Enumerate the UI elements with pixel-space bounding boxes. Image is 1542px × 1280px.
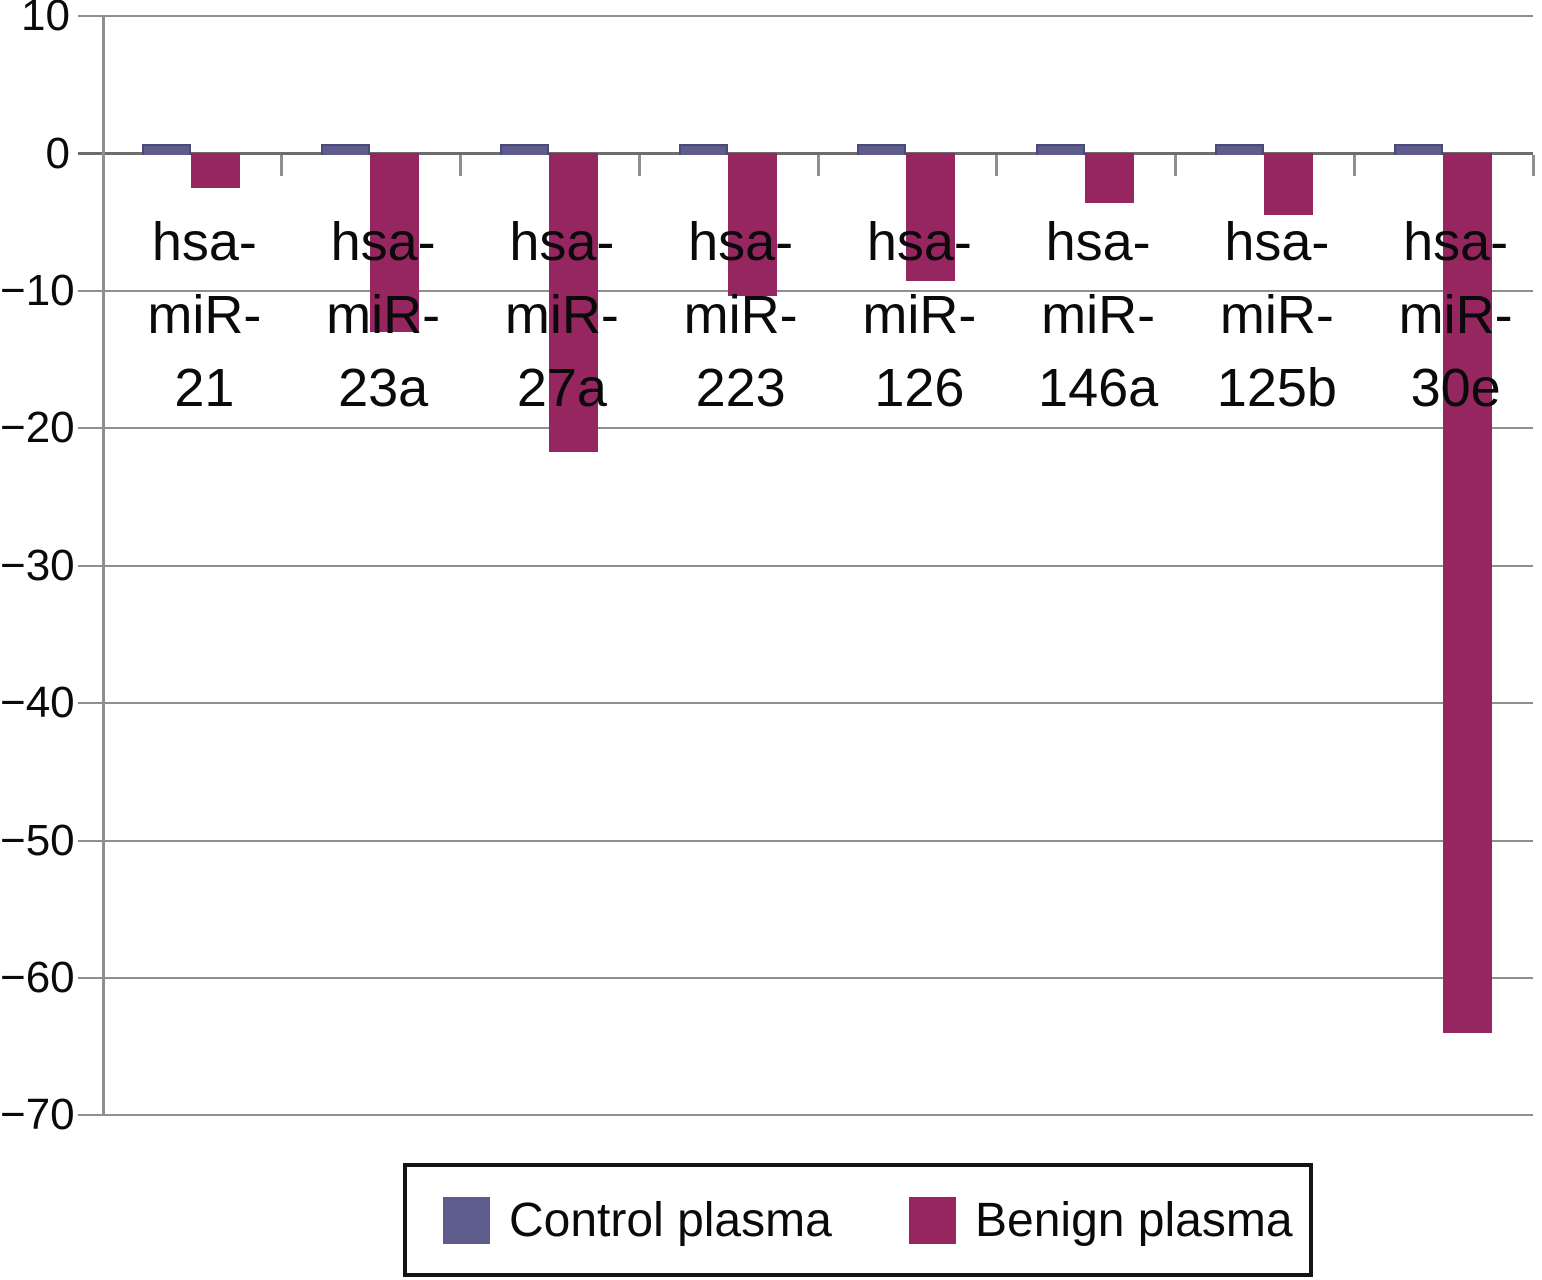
control-plasma-swatch [443, 1196, 490, 1244]
y-tick-label: 0 [45, 128, 70, 178]
category-label-line: hsa- [1403, 212, 1509, 272]
gridline [78, 427, 1533, 430]
category-label-line: 23a [338, 358, 429, 418]
benign-plasma-swatch [909, 1196, 956, 1244]
category-label-line: 30e [1410, 358, 1501, 418]
category-label-line: miR- [683, 285, 798, 345]
x-axis-tick [637, 155, 641, 176]
category-label-hsa-miR-21: hsa-miR- 21 [115, 206, 293, 425]
y-tick-label: −60 [0, 952, 75, 1002]
category-label-line: hsa- [330, 212, 436, 272]
legend-item-benign-plasma: Benign plasma [909, 1167, 1293, 1273]
benign-plasma-bar-hsa-miR-21 [191, 152, 241, 188]
y-tick-label: −70 [0, 1090, 75, 1140]
category-label-line: miR- [1219, 285, 1334, 345]
control-plasma-bar-hsa-miR-126 [857, 143, 907, 156]
category-label-line: 21 [174, 358, 235, 418]
category-label-line: hsa- [688, 212, 794, 272]
control-plasma-bar-hsa-miR-125b [1214, 143, 1264, 156]
y-tick-label: −50 [0, 815, 75, 865]
category-label-line: 125b [1216, 358, 1337, 418]
legend-label-benign-plasma: Benign plasma [975, 1193, 1293, 1247]
category-label-line: hsa- [151, 212, 257, 272]
legend-label-control-plasma: Control plasma [509, 1193, 832, 1247]
category-label-line: hsa- [509, 212, 615, 272]
x-axis-tick [995, 155, 999, 176]
category-label-hsa-miR-23a: hsa-miR- 23a [294, 206, 472, 425]
control-plasma-bar-hsa-miR-146a [1036, 143, 1086, 156]
control-plasma-bar-hsa-miR-27a [499, 143, 549, 156]
x-axis-tick [816, 155, 820, 176]
benign-plasma-bar-hsa-miR-125b [1263, 152, 1313, 216]
category-label-hsa-miR-126: hsa-miR- 126 [830, 206, 1008, 425]
category-label-hsa-miR-27a: hsa-miR- 27a [473, 206, 651, 425]
benign-plasma-bar-hsa-miR-126 [906, 152, 956, 282]
y-tick-label: 10 [21, 0, 70, 41]
category-label-line: miR- [1398, 285, 1513, 345]
category-label-line: miR- [326, 285, 441, 345]
category-label-line: hsa- [1045, 212, 1151, 272]
gridline [78, 289, 1533, 292]
control-plasma-bar-hsa-miR-23a [321, 143, 371, 156]
x-axis-tick [280, 155, 284, 176]
category-label-line: 27a [516, 358, 607, 418]
category-label-line: miR- [147, 285, 262, 345]
x-axis-tick [1531, 155, 1535, 176]
category-label-line: 126 [874, 358, 965, 418]
category-label-line: 223 [695, 358, 786, 418]
control-plasma-bar-hsa-miR-30e [1393, 143, 1443, 156]
benign-plasma-bar-hsa-miR-23a [370, 152, 420, 333]
y-axis-line [101, 16, 105, 1116]
category-label-hsa-miR-146a: hsa-miR- 146a [1009, 206, 1187, 425]
gridline [78, 839, 1533, 842]
category-label-hsa-miR-30e: hsa-miR- 30e [1367, 206, 1542, 425]
benign-plasma-bar-hsa-miR-30e [1442, 152, 1492, 1033]
category-label-hsa-miR-125b: hsa-miR- 125b [1188, 206, 1366, 425]
legend-item-control-plasma: Control plasma [443, 1167, 832, 1273]
benign-plasma-bar-hsa-miR-146a [1085, 152, 1135, 203]
gridline [78, 564, 1533, 567]
control-plasma-bar-hsa-miR-223 [678, 143, 728, 156]
category-label-line: hsa- [866, 212, 972, 272]
legend: Control plasma Benign plasma [403, 1163, 1313, 1277]
category-label-line: hsa- [1224, 212, 1330, 272]
x-axis-tick [1352, 155, 1356, 176]
benign-plasma-bar-hsa-miR-223 [727, 152, 777, 297]
gridline [78, 976, 1533, 979]
gridline [78, 15, 1533, 18]
x-axis-tick [1174, 155, 1177, 176]
y-tick-label: −10 [0, 265, 75, 315]
gridline [78, 1114, 1533, 1117]
category-label-hsa-miR-223: hsa-miR- 223 [652, 206, 830, 425]
y-tick-label: −20 [0, 403, 75, 453]
category-label-line: miR- [504, 285, 619, 345]
y-tick-label: −40 [0, 678, 75, 728]
gridline [78, 702, 1533, 705]
x-axis-line [78, 152, 1533, 155]
category-label-line: miR- [1041, 285, 1156, 345]
category-label-line: 146a [1038, 358, 1159, 418]
category-label-line: miR- [862, 285, 977, 345]
control-plasma-bar-hsa-miR-21 [142, 143, 192, 156]
x-axis-tick [459, 155, 462, 176]
y-tick-label: −30 [0, 540, 75, 590]
benign-plasma-bar-hsa-miR-27a [548, 152, 598, 452]
